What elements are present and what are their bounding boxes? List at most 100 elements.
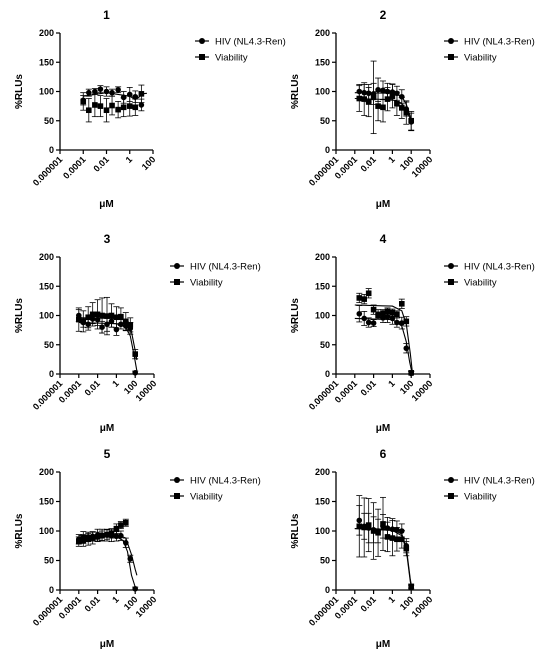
x-tick-label: 0.0001 <box>61 154 88 181</box>
data-point-square <box>127 322 134 328</box>
data-point-square <box>403 545 410 552</box>
data-point-square <box>361 296 367 302</box>
legend: HIV (NL4.3-Ren) Viability <box>444 37 535 64</box>
y-tick-label: 150 <box>39 497 54 507</box>
y-axis-label: %RLUs <box>14 74 25 109</box>
data-point-square <box>85 536 91 543</box>
data-point-square <box>361 524 367 531</box>
data-point-circle <box>115 86 121 93</box>
legend-label: HIV (NL4.3-Ren) <box>190 476 261 487</box>
x-tick-label: 1 <box>386 378 397 389</box>
data-point-square <box>370 306 377 313</box>
series-viability <box>75 296 139 361</box>
data-point-square <box>389 309 396 316</box>
data-point-square <box>85 314 91 321</box>
y-tick-label: 100 <box>315 311 330 321</box>
legend: HIV (NL4.3-Ren) Viability <box>444 262 535 289</box>
data-point-square <box>399 536 405 543</box>
x-tick-label: 10000 <box>134 594 159 619</box>
data-point-square <box>104 313 110 319</box>
data-point-square <box>132 351 138 357</box>
chart-title: 3 <box>104 232 111 246</box>
data-point-circle <box>389 315 396 322</box>
data-point-square <box>408 370 414 376</box>
legend-label: Viability <box>190 492 223 503</box>
x-tick-label: 1 <box>110 378 121 389</box>
data-point-square <box>118 313 124 320</box>
y-tick-label: 150 <box>39 57 54 67</box>
fit-curve <box>354 528 413 589</box>
data-point-square <box>399 105 405 111</box>
legend-label: HIV (NL4.3-Ren) <box>190 262 261 273</box>
data-point-circle <box>132 370 138 376</box>
data-point-square <box>97 103 104 109</box>
data-point-square <box>99 532 105 539</box>
data-point-circle <box>109 89 115 96</box>
y-tick-label: 150 <box>315 57 330 67</box>
x-axis-label: μM <box>376 199 390 210</box>
legend-marker-circle <box>174 263 180 269</box>
data-point-square <box>394 536 400 543</box>
data-point-square <box>76 316 82 323</box>
y-tick-label: 50 <box>44 116 54 126</box>
data-point-square <box>76 538 82 545</box>
data-point-square <box>123 318 129 325</box>
data-point-square <box>94 311 101 318</box>
data-point-square <box>384 96 391 102</box>
x-tick-label: 0.01 <box>91 154 110 173</box>
data-point-square <box>356 95 363 102</box>
legend-label: Viability <box>464 278 497 289</box>
y-tick-label: 50 <box>44 556 54 566</box>
y-tick-label: 200 <box>39 252 54 262</box>
x-axis-label: μM <box>376 639 390 650</box>
data-point-square <box>123 519 129 526</box>
x-tick-label: 1 <box>386 154 397 165</box>
y-tick-label: 200 <box>315 467 330 477</box>
data-point-circle <box>103 88 110 95</box>
x-tick-label: 10000 <box>410 378 435 403</box>
data-point-square <box>80 318 87 325</box>
legend-label: HIV (NL4.3-Ren) <box>464 262 535 273</box>
y-tick-label: 0 <box>325 585 330 595</box>
y-tick-label: 0 <box>325 369 330 379</box>
chart-title: 2 <box>380 8 387 22</box>
legend: HIV (NL4.3-Ren) Viability <box>170 476 261 503</box>
chart-title: 1 <box>103 8 110 22</box>
data-point-square <box>356 295 363 301</box>
y-tick-label: 50 <box>44 340 54 350</box>
data-point-circle <box>399 93 405 100</box>
series-viability <box>354 60 415 135</box>
legend-marker-circle <box>448 477 454 483</box>
y-tick-label: 150 <box>315 497 330 507</box>
data-point-square <box>370 528 377 534</box>
data-point-square <box>89 311 96 318</box>
data-point-circle <box>120 94 127 101</box>
legend-marker-square <box>448 54 454 60</box>
data-point-square <box>120 104 127 111</box>
data-point-square <box>108 312 115 319</box>
legend-marker-square <box>174 279 180 285</box>
data-point-square <box>115 106 121 113</box>
data-point-square <box>80 537 87 544</box>
data-point-circle <box>394 319 400 326</box>
legend-marker-square <box>174 493 180 499</box>
chart-title: 4 <box>380 232 387 246</box>
legend-marker-square <box>448 279 454 285</box>
legend-marker-circle <box>448 263 454 269</box>
data-point-square <box>370 94 377 101</box>
series-hiv <box>354 77 415 132</box>
data-point-square <box>375 529 381 536</box>
y-axis-label: %RLUs <box>14 298 25 333</box>
legend-label: Viability <box>190 278 223 289</box>
legend-label: Viability <box>215 53 248 64</box>
data-point-circle <box>399 320 405 326</box>
chart-title: 5 <box>104 447 111 461</box>
x-tick-label: 100 <box>140 154 158 172</box>
data-point-square <box>103 107 110 114</box>
y-tick-label: 100 <box>315 87 330 97</box>
legend-label: HIV (NL4.3-Ren) <box>464 37 535 48</box>
